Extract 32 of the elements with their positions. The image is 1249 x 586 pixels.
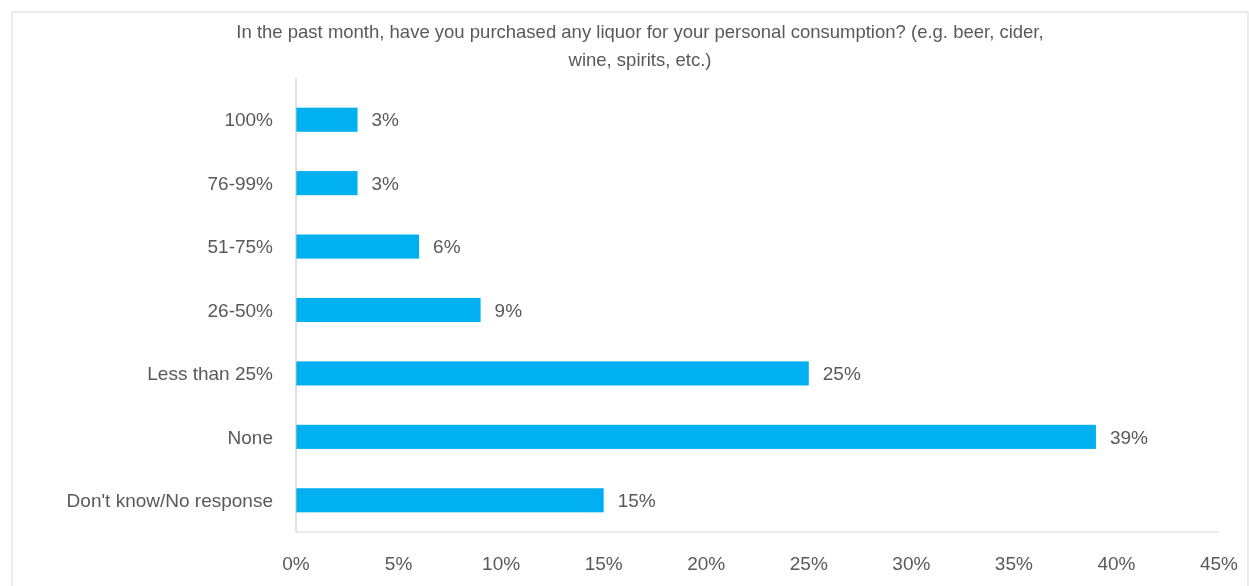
x-tick-label: 25%: [789, 553, 828, 574]
chart-title: In the past month, have you purchased any liquor for your personal consumption? (e.g. beer, cider, wine, spirits, etc.): [236, 21, 1044, 70]
bar: [296, 171, 358, 196]
x-tick-label: 20%: [687, 553, 726, 574]
data-label: 39%: [1109, 426, 1149, 448]
y-tick-label: 76-99%: [207, 172, 274, 194]
x-tick-label: 35%: [994, 553, 1034, 574]
y-tick-label: 26-50%: [207, 299, 274, 321]
x-tick-label: 45%: [1199, 553, 1239, 574]
x-tick-label: 10%: [482, 553, 521, 574]
y-tick-label: Don't know/No response: [66, 489, 273, 511]
data-label: 3%: [371, 172, 400, 194]
y-tick-label: 51-75%: [207, 236, 274, 258]
bar: [296, 361, 809, 386]
data-label: 6%: [433, 236, 461, 258]
bar: [296, 297, 481, 323]
data-label: 25%: [822, 363, 861, 385]
bar: [296, 107, 358, 132]
bar: [296, 234, 420, 259]
y-tick-label: None: [227, 426, 273, 448]
bar: [296, 424, 1096, 449]
bar: [296, 488, 604, 513]
y-tick-label: 100%: [224, 109, 274, 131]
data-label: 9%: [494, 299, 523, 321]
x-tick-label: 0%: [282, 553, 310, 574]
x-tick-label: 30%: [892, 553, 931, 574]
y-tick-label: Less than 25%: [147, 363, 274, 385]
data-label: 15%: [617, 489, 656, 511]
x-tick-label: 5%: [384, 553, 413, 574]
data-label: 3%: [371, 109, 400, 131]
x-tick-label: 15%: [584, 553, 623, 574]
x-tick-label: 40%: [1097, 553, 1136, 574]
